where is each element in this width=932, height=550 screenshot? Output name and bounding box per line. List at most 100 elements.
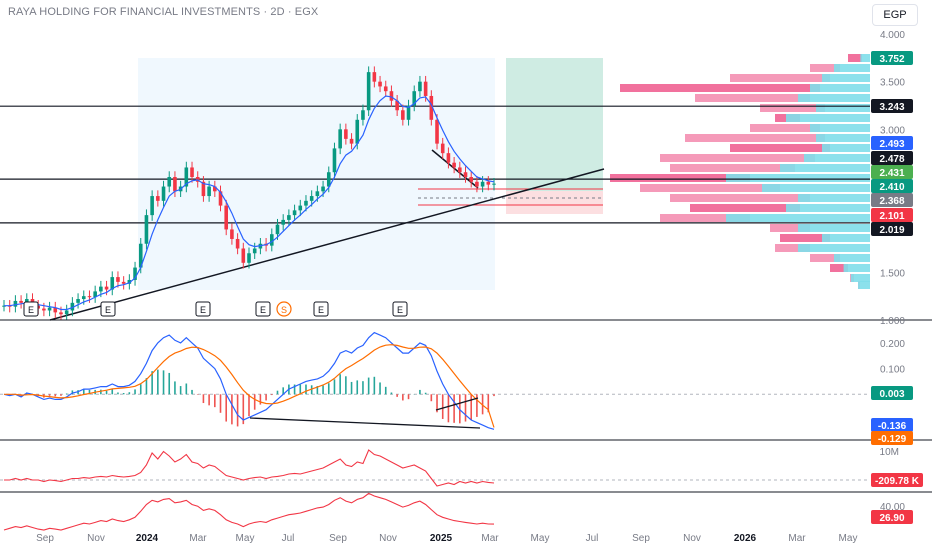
time-tick-label: Jul [586, 533, 599, 544]
candle-body [218, 191, 223, 206]
candle-body [269, 234, 274, 246]
volume-row [640, 184, 780, 192]
volume-row [660, 214, 750, 222]
volume-row [780, 234, 830, 242]
price-series [2, 66, 496, 320]
time-tick-label: Mar [481, 533, 499, 544]
volume-row [670, 194, 810, 202]
candle-body [99, 286, 103, 292]
candle-body [326, 172, 331, 187]
pane-separators [0, 319, 932, 493]
volume-profile [610, 54, 870, 289]
event-label: E [28, 305, 34, 315]
candle-body [121, 281, 126, 284]
volume-row [660, 154, 815, 162]
earnings-event-marker [255, 301, 271, 317]
currency-button[interactable]: EGP [872, 4, 918, 26]
candle-body [42, 308, 46, 311]
volume-row-buy [822, 74, 870, 82]
macd-signal-line [4, 344, 495, 428]
volume-row-buy [786, 114, 870, 122]
volume-row-buy [786, 204, 870, 212]
candle-body [70, 302, 75, 311]
volume-row-buy [798, 224, 870, 232]
time-axis[interactable]: Sep Nov 2024 Mar May Jul Sep Nov 2025 Mar May Jul Se… [36, 533, 857, 544]
candle-body [383, 86, 388, 92]
candle-body [241, 248, 246, 263]
candle-body [64, 310, 69, 315]
candle-body [275, 224, 280, 235]
earnings-event-marker [313, 301, 329, 317]
candle-body [104, 286, 109, 290]
candle-body [423, 81, 428, 96]
candle-body [167, 177, 172, 187]
price-tick-label: 3.000 [880, 125, 905, 136]
volume-row [610, 174, 750, 182]
price-label-bg [871, 136, 913, 150]
obv-label: -209.78 K [875, 476, 920, 487]
candle-body [184, 167, 189, 187]
candle-body [458, 167, 462, 173]
candle-body [412, 91, 417, 106]
price-label-bg [871, 208, 913, 222]
candle-body [161, 186, 166, 201]
candle-body [173, 177, 177, 192]
candle-body [401, 110, 405, 120]
candle-body [201, 181, 206, 197]
candle-body [93, 291, 97, 298]
candle-body [406, 105, 411, 120]
candle-body [344, 129, 348, 139]
volume-row [730, 144, 830, 152]
volume-row-buy [834, 254, 870, 262]
price-label-bg [871, 51, 913, 65]
volume-row-buy [798, 244, 870, 252]
time-tick-label: Sep [632, 533, 650, 544]
volume-row [750, 124, 820, 132]
event-label: E [105, 305, 111, 315]
volume-row [830, 264, 848, 272]
volume-row [670, 164, 795, 172]
candle-body [492, 183, 496, 185]
macd-short-trendline [435, 397, 479, 411]
macd-divergence-line [249, 417, 481, 429]
price-labels: 3.752 3.243 2.493 2.478 2.431 2.410 2.368 2.101… [871, 51, 923, 524]
volume-row-buy [810, 84, 870, 92]
candle-body [469, 177, 474, 182]
volume-row-buy [850, 274, 870, 282]
volume-row-buy [780, 164, 870, 172]
price-label-bg [871, 99, 913, 113]
chart-title: RAYA HOLDING FOR FINANCIAL INVESTMENTS ·… [8, 6, 319, 18]
candle-body [378, 81, 382, 87]
price-label: 2.493 [879, 139, 904, 150]
candle-body [19, 300, 23, 303]
event-label: E [260, 305, 266, 315]
candle-body [53, 307, 58, 313]
time-tick-label: Sep [36, 533, 54, 544]
macd-tick-label: 0.100 [880, 365, 905, 376]
volume-row-buy [843, 264, 870, 272]
candle-body [190, 167, 194, 177]
candle-body [281, 219, 285, 225]
event-label: E [318, 305, 324, 315]
time-tick-label: 2025 [430, 533, 453, 544]
candle-body [355, 119, 360, 144]
price-label: 2.368 [879, 196, 904, 207]
event-label: E [200, 305, 206, 315]
candle-body [87, 296, 92, 298]
volume-row [730, 74, 830, 82]
rsi-label-bg [871, 510, 913, 524]
stop-zone [506, 191, 603, 214]
price-label-bg [871, 222, 913, 236]
annotation-zones [138, 58, 603, 290]
time-tick-label: Jul [282, 533, 295, 544]
price-label: 2.019 [879, 225, 904, 236]
volume-row-buy [804, 154, 870, 162]
volume-row [760, 104, 825, 112]
candle-body [480, 181, 485, 187]
time-tick-label: 2024 [136, 533, 159, 544]
price-label: 2.410 [879, 182, 904, 193]
candle-body [247, 253, 251, 263]
rsi-pane [3, 492, 495, 531]
volume-row [695, 94, 810, 102]
